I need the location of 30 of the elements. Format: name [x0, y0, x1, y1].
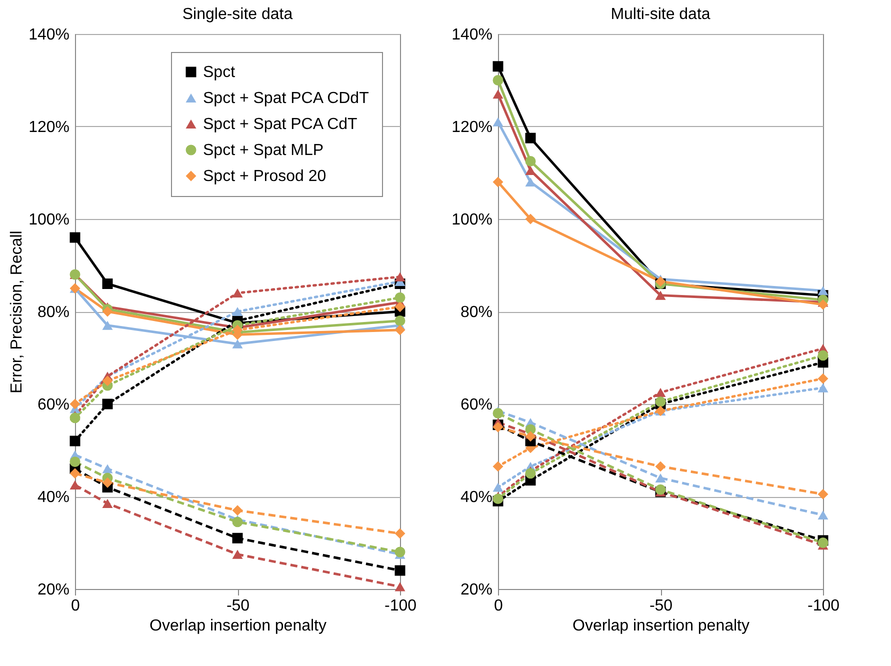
y-tick-label: 120%	[28, 119, 70, 136]
y-tick-label: 20%	[460, 582, 492, 598]
chart-title: Single-site data	[182, 6, 293, 23]
y-tick-label: 120%	[452, 119, 492, 136]
x-tick-label: -50	[226, 598, 250, 614]
y-tick-label: 20%	[37, 582, 70, 598]
legend-label: Spct + Spat MLP	[203, 142, 324, 159]
x-tick-label: -50	[649, 598, 673, 614]
legend-label: Spct + Spat PCA CdT	[203, 116, 358, 133]
chart-title: Multi-site data	[610, 6, 710, 23]
x-tick-label: -100	[807, 598, 840, 614]
y-tick-label: 100%	[452, 212, 492, 228]
y-tick-label: 40%	[460, 489, 492, 506]
y-tick-label: 80%	[37, 304, 70, 321]
y-tick-label: 60%	[37, 396, 70, 414]
x-axis-title: Overlap insertion penalty	[572, 618, 750, 634]
x-tick-label: 0	[494, 598, 504, 614]
y-tick-label: 140%	[28, 26, 70, 44]
y-tick-label: 60%	[460, 396, 492, 414]
x-axis-title: Overlap insertion penalty	[150, 618, 326, 634]
legend-label: Spct	[203, 64, 236, 81]
legend-label: Spct + Spat PCA CDdT	[203, 90, 370, 107]
legend-label: Spct + Prosod 20	[203, 168, 326, 185]
x-tick-label: 0	[71, 598, 80, 614]
y-tick-label: 140%	[452, 26, 492, 44]
y-axis-title: Error, Precision, Recall	[8, 230, 26, 394]
y-tick-label: 80%	[460, 304, 492, 321]
y-tick-label: 100%	[28, 212, 70, 228]
y-tick-label: 40%	[37, 489, 70, 506]
x-tick-label: -100	[384, 598, 417, 614]
